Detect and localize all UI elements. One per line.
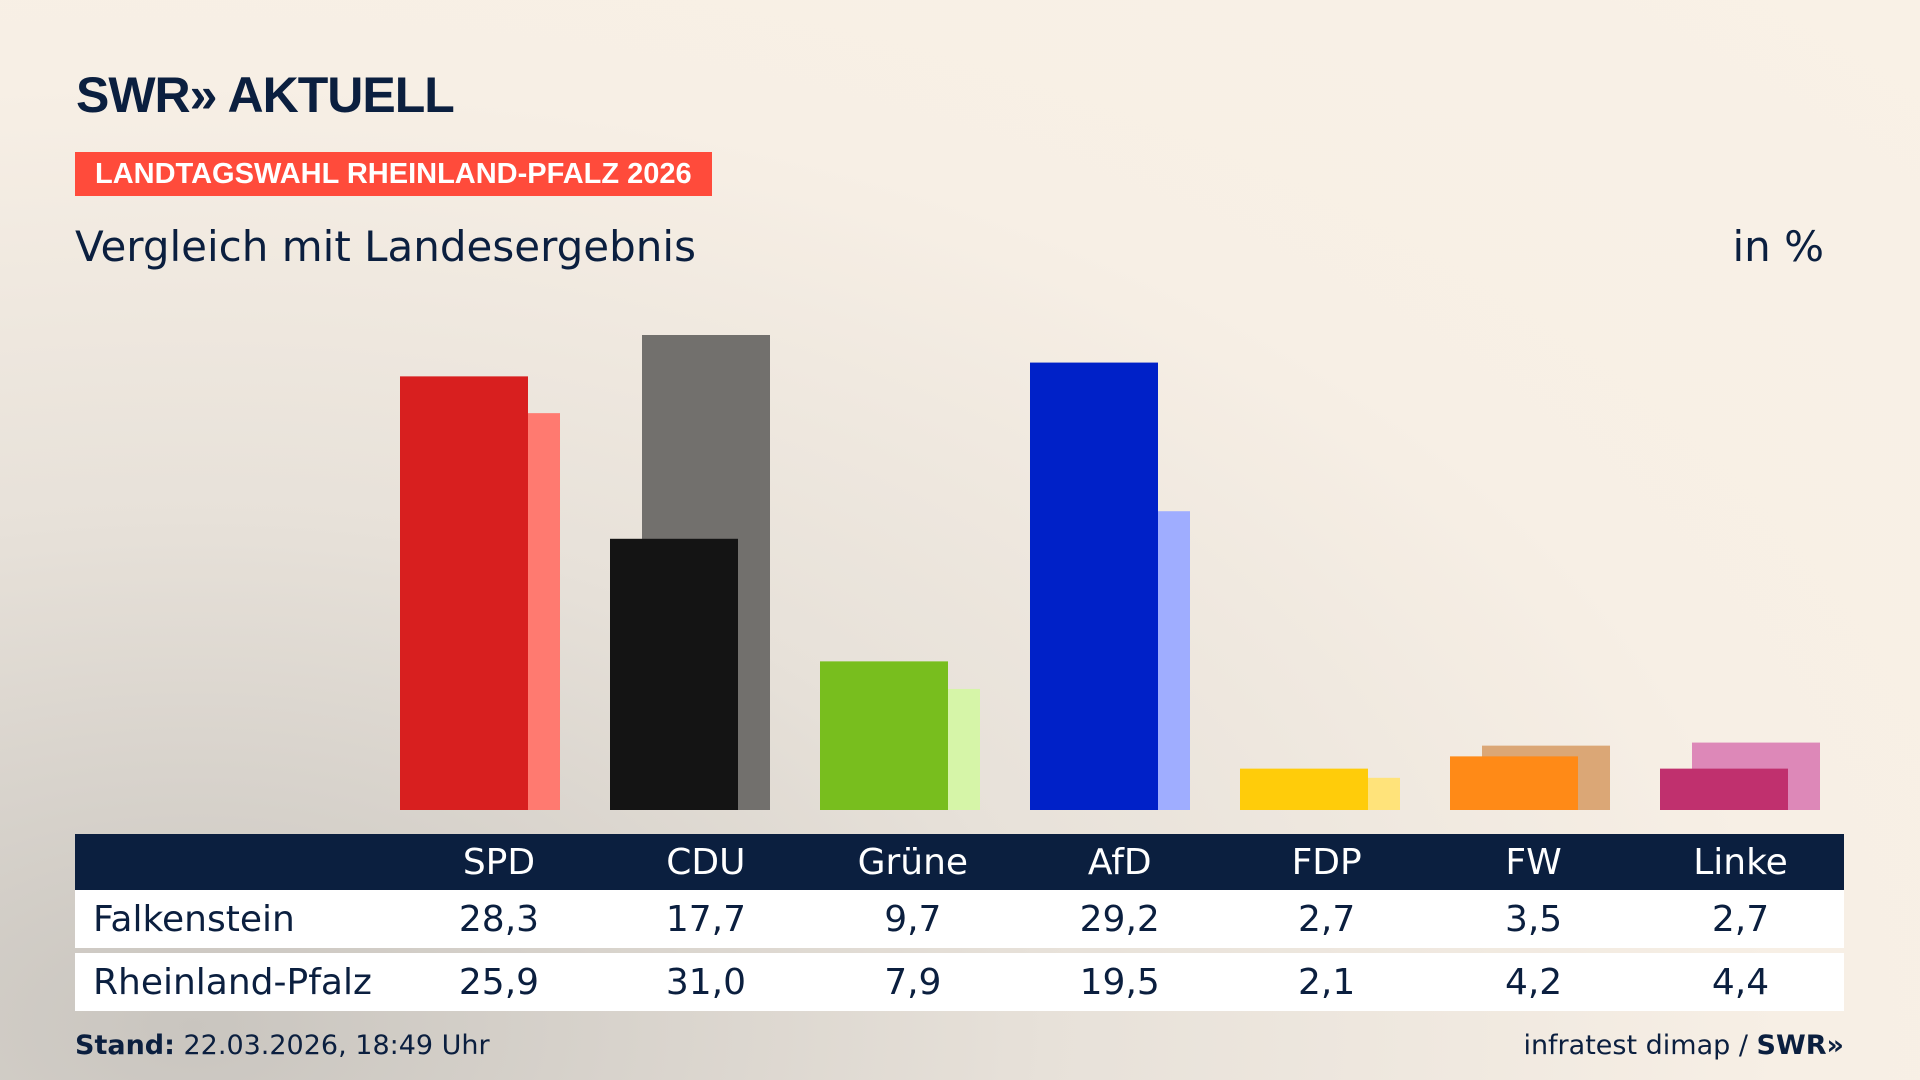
bar-fdp-local [1240,768,1368,810]
value-cell: 19,5 [1079,961,1160,1003]
value-cell: 28,3 [458,898,540,940]
party-header: CDU [666,841,746,883]
table-row: Rheinland-Pfalz 25,9 31,0 7,9 19,5 2,1 4,2 4,4 [75,953,1844,1011]
stand-value: 22.03.2026, 18:49 Uhr [174,1030,490,1061]
source: infratest dimap / SWR» [1523,1030,1844,1061]
value-cell: 29,2 [1079,898,1160,940]
bar-linke-local [1660,768,1788,810]
party-header: AfD [1087,841,1152,883]
bar-cdu-local [610,538,738,810]
unit-label: in % [1732,222,1824,271]
party-header: Grüne [857,841,969,883]
bar-grüne-local [820,661,948,810]
bar-spd-local [400,376,528,810]
results-table: SPD CDU Grüne AfD FDP FW Linke Falkenstein 28,… [75,834,1844,1011]
source-text: infratest dimap / [1523,1030,1757,1061]
value-cell: 3,5 [1504,898,1563,940]
table-header: SPD CDU Grüne AfD FDP FW Linke [75,834,1844,890]
timestamp: Stand: 22.03.2026, 18:49 Uhr [75,1030,490,1061]
value-cell: 4,2 [1504,961,1563,1003]
row-label: Falkenstein [93,898,295,940]
value-cell: 2,7 [1298,898,1356,940]
bar-afd-local [1030,362,1158,810]
swr-brand: SWR» [1756,1030,1844,1061]
table-row: Falkenstein 28,3 17,7 9,7 29,2 2,7 3,5 2,7 [75,890,1844,948]
value-cell: 17,7 [665,898,746,940]
value-cell: 9,7 [884,898,942,940]
value-cell: 2,1 [1298,961,1356,1003]
bar-fw-local [1450,756,1578,810]
value-cell: 4,4 [1711,961,1770,1003]
value-cell: 25,9 [458,961,540,1003]
value-cell: 31,0 [665,961,746,1003]
value-cell: 7,9 [884,961,942,1003]
value-cell: 2,7 [1711,898,1770,940]
stand-label: Stand: [75,1030,175,1061]
party-header: FDP [1291,841,1362,883]
election-badge: LANDTAGSWAHL RHEINLAND-PFALZ 2026 [75,152,712,196]
bar-chart [400,335,1820,810]
party-header: FW [1505,841,1562,883]
party-header: Linke [1693,841,1788,883]
chart-subtitle: Vergleich mit Landesergebnis [75,222,696,271]
swr-aktuell-logo: SWR» AKTUELL [76,67,455,123]
party-header: SPD [462,841,536,883]
row-label: Rheinland-Pfalz [93,961,372,1003]
